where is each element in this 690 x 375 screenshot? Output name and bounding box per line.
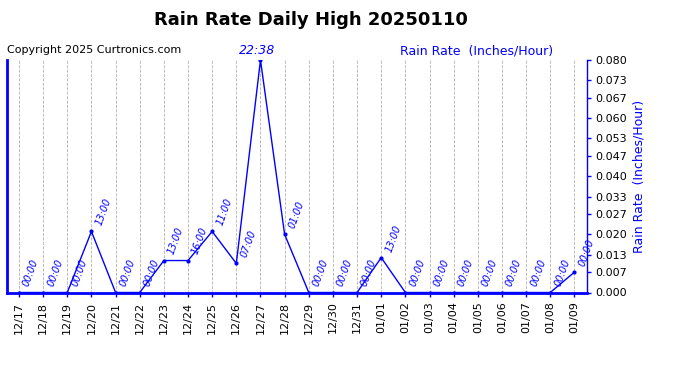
Text: 00:00: 00:00 <box>21 258 41 288</box>
Text: 00:00: 00:00 <box>480 258 500 288</box>
Text: Rain Rate Daily High 20250110: Rain Rate Daily High 20250110 <box>154 11 467 29</box>
Text: 00:00: 00:00 <box>359 258 379 288</box>
Text: 00:00: 00:00 <box>504 258 524 288</box>
Text: 00:00: 00:00 <box>456 258 475 288</box>
Text: 00:00: 00:00 <box>335 258 355 288</box>
Text: 00:00: 00:00 <box>118 258 137 288</box>
Text: 00:00: 00:00 <box>577 238 596 268</box>
Text: 22:38: 22:38 <box>239 44 275 57</box>
Text: Copyright 2025 Curtronics.com: Copyright 2025 Curtronics.com <box>7 45 181 55</box>
Text: Rain Rate  (Inches/Hour): Rain Rate (Inches/Hour) <box>400 45 553 58</box>
Text: 13:00: 13:00 <box>384 223 403 253</box>
Text: 00:00: 00:00 <box>408 258 427 288</box>
Text: 13:00: 13:00 <box>94 197 113 227</box>
Text: 01:00: 01:00 <box>287 200 306 230</box>
Text: 00:00: 00:00 <box>311 258 331 288</box>
Text: 00:00: 00:00 <box>432 258 451 288</box>
Text: 00:00: 00:00 <box>46 258 65 288</box>
Text: 00:00: 00:00 <box>142 258 161 288</box>
Y-axis label: Rain Rate  (Inches/Hour): Rain Rate (Inches/Hour) <box>633 100 646 253</box>
Text: 00:00: 00:00 <box>553 258 572 288</box>
Text: 00:00: 00:00 <box>70 258 89 288</box>
Text: 07:00: 07:00 <box>239 229 258 259</box>
Text: 11:00: 11:00 <box>215 197 234 227</box>
Text: 13:00: 13:00 <box>166 226 186 256</box>
Text: 16:00: 16:00 <box>190 226 210 256</box>
Text: 00:00: 00:00 <box>529 258 548 288</box>
